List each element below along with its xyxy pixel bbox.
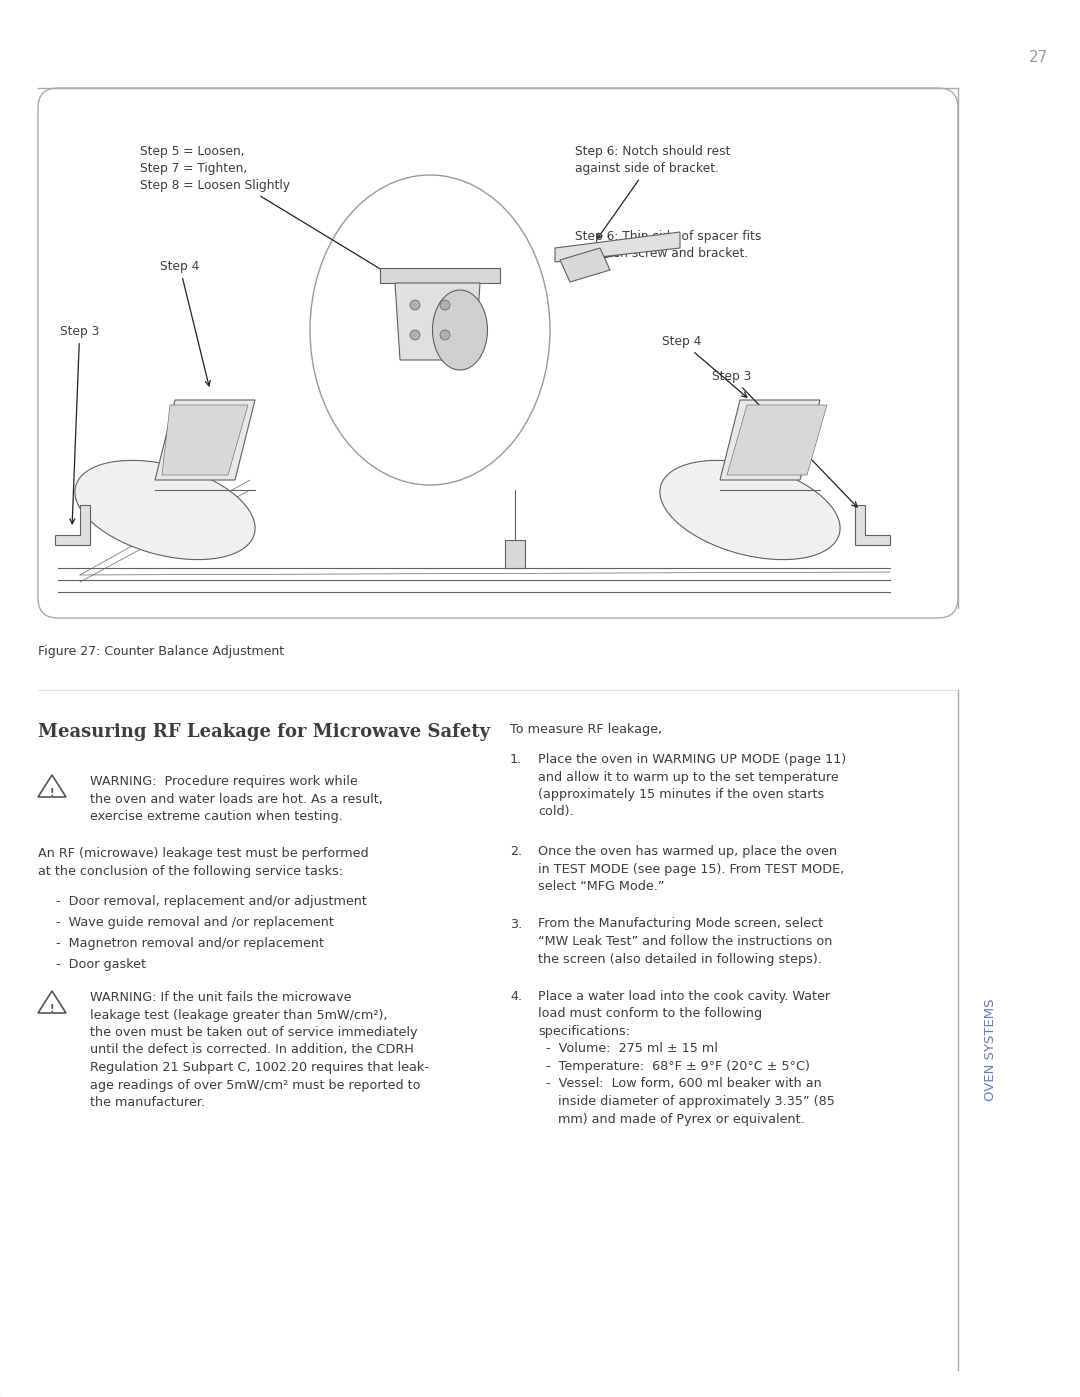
Text: Figure 27: Counter Balance Adjustment: Figure 27: Counter Balance Adjustment bbox=[38, 645, 284, 658]
Polygon shape bbox=[162, 405, 248, 475]
Text: Step 3: Step 3 bbox=[712, 370, 858, 507]
Text: 27: 27 bbox=[1029, 50, 1048, 66]
Polygon shape bbox=[555, 232, 680, 263]
Text: Once the oven has warmed up, place the oven
in TEST MODE (see page 15). From TES: Once the oven has warmed up, place the o… bbox=[538, 845, 845, 893]
Polygon shape bbox=[561, 249, 610, 282]
Text: WARNING:  Procedure requires work while
the oven and water loads are hot. As a r: WARNING: Procedure requires work while t… bbox=[90, 775, 383, 823]
Text: Step 4: Step 4 bbox=[160, 260, 211, 386]
Text: 4.: 4. bbox=[510, 990, 522, 1003]
Text: 3.: 3. bbox=[510, 918, 523, 930]
Polygon shape bbox=[855, 504, 890, 545]
Text: An RF (microwave) leakage test must be performed
at the conclusion of the follow: An RF (microwave) leakage test must be p… bbox=[38, 847, 368, 877]
Polygon shape bbox=[156, 400, 255, 481]
Text: Step 5 = Loosen,
Step 7 = Tighten,
Step 8 = Loosen Slightly: Step 5 = Loosen, Step 7 = Tighten, Step … bbox=[140, 145, 411, 288]
Text: From the Manufacturing Mode screen, select
“MW Leak Test” and follow the instruc: From the Manufacturing Mode screen, sele… bbox=[538, 918, 833, 965]
Text: Measuring RF Leakage for Microwave Safety: Measuring RF Leakage for Microwave Safet… bbox=[38, 724, 490, 740]
Text: -  Door removal, replacement and/or adjustment: - Door removal, replacement and/or adjus… bbox=[56, 895, 367, 908]
Polygon shape bbox=[380, 268, 500, 284]
Ellipse shape bbox=[75, 461, 255, 560]
Text: Place a water load into the cook cavity. Water
load must conform to the followin: Place a water load into the cook cavity.… bbox=[538, 990, 835, 1126]
Circle shape bbox=[410, 300, 420, 310]
Text: To measure RF leakage,: To measure RF leakage, bbox=[510, 724, 662, 736]
Ellipse shape bbox=[660, 461, 840, 560]
Text: -  Magnetron removal and/or replacement: - Magnetron removal and/or replacement bbox=[56, 937, 324, 950]
Text: Step 6: Notch should rest
against side of bracket.: Step 6: Notch should rest against side o… bbox=[575, 145, 730, 239]
Polygon shape bbox=[505, 541, 525, 569]
Text: Step 4: Step 4 bbox=[662, 335, 747, 397]
Ellipse shape bbox=[310, 175, 550, 485]
Polygon shape bbox=[720, 400, 820, 481]
Polygon shape bbox=[727, 405, 827, 475]
Circle shape bbox=[440, 300, 450, 310]
Text: Place the oven in WARMING UP MODE (page 11)
and allow it to warm up to the set t: Place the oven in WARMING UP MODE (page … bbox=[538, 753, 846, 819]
Text: OVEN SYSTEMS: OVEN SYSTEMS bbox=[984, 999, 997, 1101]
Polygon shape bbox=[55, 504, 90, 545]
Circle shape bbox=[440, 330, 450, 339]
Text: Step 6: Thin side of spacer fits
between screw and bracket.: Step 6: Thin side of spacer fits between… bbox=[575, 231, 761, 263]
Text: !: ! bbox=[50, 788, 54, 798]
Polygon shape bbox=[395, 284, 480, 360]
Text: 1.: 1. bbox=[510, 753, 523, 766]
Ellipse shape bbox=[432, 291, 487, 370]
FancyBboxPatch shape bbox=[38, 88, 958, 617]
Text: 2.: 2. bbox=[510, 845, 522, 858]
Text: Step 3: Step 3 bbox=[60, 326, 99, 524]
Text: -  Wave guide removal and /or replacement: - Wave guide removal and /or replacement bbox=[56, 916, 334, 929]
Circle shape bbox=[410, 330, 420, 339]
Text: -  Door gasket: - Door gasket bbox=[56, 958, 146, 971]
Text: !: ! bbox=[50, 1004, 54, 1014]
Text: WARNING: If the unit fails the microwave
leakage test (leakage greater than 5mW/: WARNING: If the unit fails the microwave… bbox=[90, 990, 429, 1109]
